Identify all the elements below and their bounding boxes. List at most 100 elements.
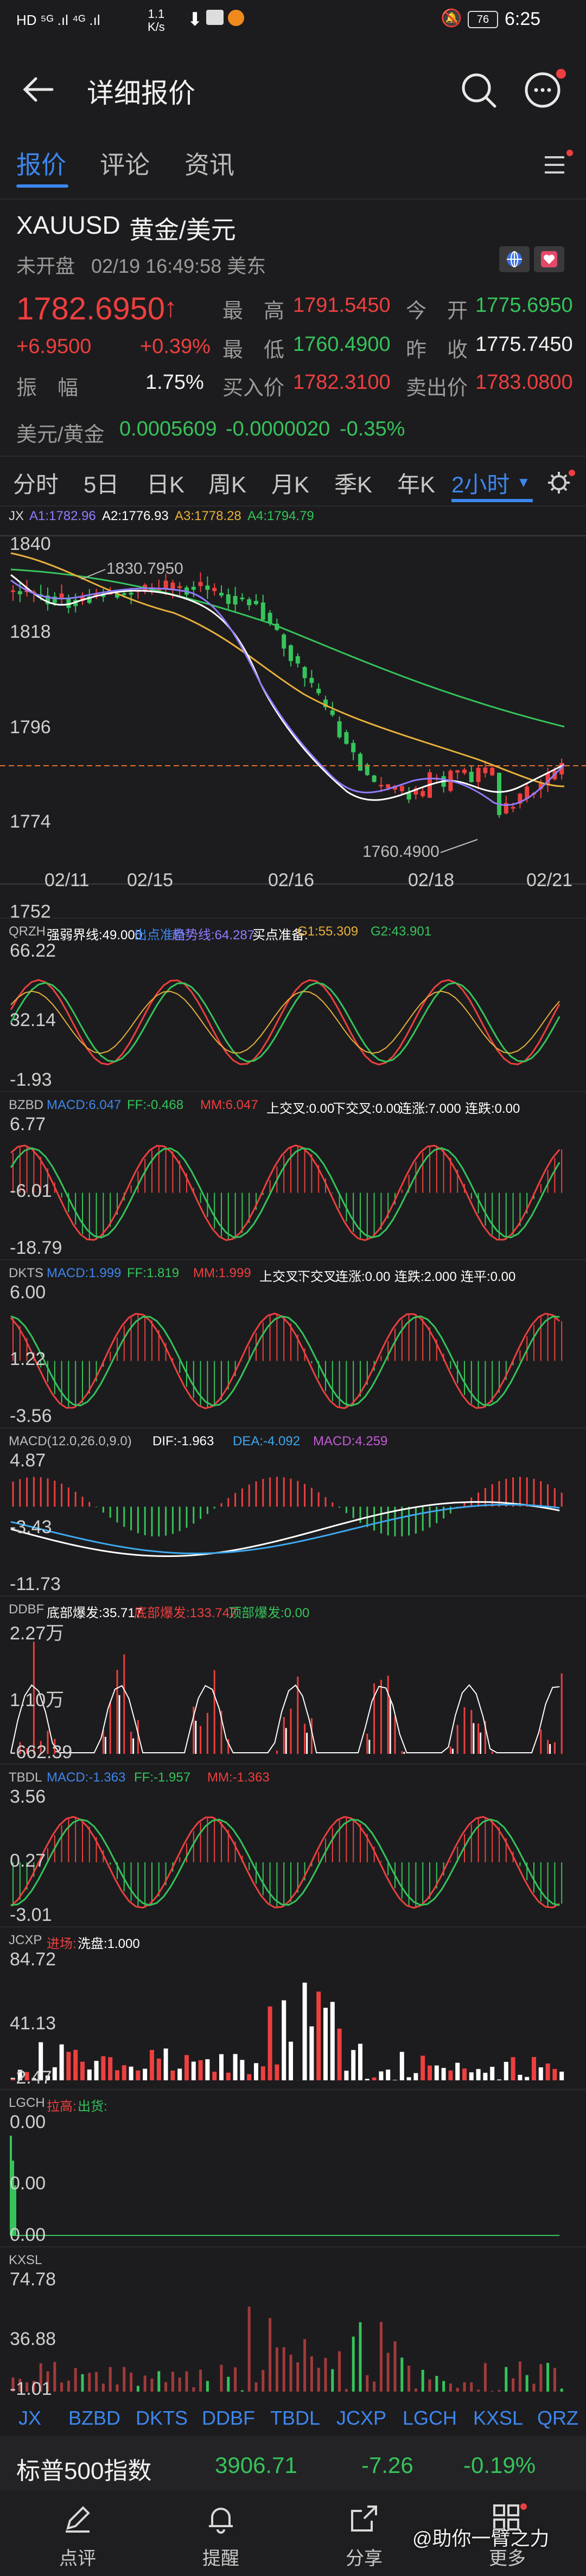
indicator-tab-dkts[interactable]: DKTS bbox=[136, 2407, 188, 2429]
symbol-name: 黄金/美元 bbox=[129, 216, 236, 244]
indicator-line bbox=[10, 990, 560, 1054]
legend-qrzh-5: G1:55.309 bbox=[297, 924, 359, 939]
period-tab-day[interactable]: 日K bbox=[146, 472, 185, 497]
indicator-tab-kxsl[interactable]: KXSL bbox=[473, 2407, 524, 2429]
candle-body bbox=[11, 590, 15, 592]
legend-bzbd-5: 下交叉:0.00 bbox=[333, 1101, 401, 1116]
indicator-tab-bzbd[interactable]: BZBD bbox=[68, 2407, 121, 2429]
candle-body bbox=[94, 594, 99, 596]
indicator-tab-tbdl[interactable]: TBDL bbox=[270, 2407, 321, 2429]
indicator-tab-ddbf[interactable]: DDBF bbox=[202, 2407, 255, 2429]
index-bar[interactable]: 标普500指数 3906.71 -7.26 -0.19% bbox=[0, 2436, 586, 2490]
favorite-button[interactable] bbox=[534, 246, 564, 272]
legend-jcxp-0: JCXP bbox=[9, 1933, 42, 1947]
y-label-kxsl-0: 74.78 bbox=[10, 2269, 56, 2290]
legend-bzbd-1: MACD:6.047 bbox=[47, 1098, 122, 1112]
candle-body bbox=[122, 593, 126, 595]
x-label-3: 02/18 bbox=[408, 870, 455, 890]
candle-body bbox=[559, 762, 564, 774]
price-up-arrow-icon: ↑ bbox=[164, 292, 177, 323]
price-change: +6.9500 bbox=[16, 335, 92, 358]
index-change: -7.26 bbox=[361, 2452, 413, 2478]
y-label-macd-2: -11.73 bbox=[10, 1574, 61, 1594]
nav-share[interactable]: 分享 bbox=[318, 2490, 410, 2576]
signal-badges: HD ⁵ᴳ .ıl ⁴ᴳ .ıl bbox=[16, 12, 100, 28]
candle-body bbox=[282, 635, 286, 649]
legend-qrzh-0: QRZH bbox=[9, 924, 46, 939]
y-label-1: 1818 bbox=[10, 621, 51, 642]
indicator-panel-dkts[interactable]: DKTS MACD:1.999 FF:1.819 MM:1.999 上交叉: 下交叉: 连涨… bbox=[0, 1259, 586, 1428]
legend-ddbf-3: 顶部爆发:0.00 bbox=[228, 1606, 310, 1620]
candle-body bbox=[17, 591, 22, 594]
indicator-panel-jcxp[interactable]: JCXP 进场: 洗盘:1.000 84.72 41.13 -2.47 bbox=[0, 1926, 586, 2090]
tab-news[interactable]: 资讯 bbox=[184, 151, 234, 179]
candle-body bbox=[406, 793, 411, 800]
indicator-svg-jcxp bbox=[11, 1982, 564, 2080]
candle-body bbox=[413, 788, 418, 794]
legend-qrzh-1: 强弱界线:49.000 bbox=[47, 928, 143, 943]
indicator-panel-kxsl[interactable]: KXSL 74.78 36.88 -1.01 bbox=[0, 2246, 586, 2401]
open-value: 1775.6950 bbox=[475, 294, 573, 317]
y-label-2: 1796 bbox=[10, 717, 51, 738]
period-tab-month[interactable]: 月K bbox=[271, 472, 310, 497]
candle-body bbox=[247, 599, 252, 606]
candle-body bbox=[316, 689, 321, 694]
y-label-bzbd-1: -6.01 bbox=[10, 1181, 52, 1201]
cross-change-pct: -0.35% bbox=[340, 418, 405, 440]
app-header: 详细报价 bbox=[0, 47, 586, 133]
max-annotation: 1830.7950 bbox=[106, 560, 183, 578]
period-tab-year[interactable]: 年K bbox=[397, 472, 436, 497]
legend-macd-3: MACD:4.259 bbox=[313, 1434, 388, 1449]
indicator-tab-lgch[interactable]: LGCH bbox=[403, 2407, 457, 2429]
nav-more[interactable]: 更多 bbox=[461, 2490, 553, 2576]
indicator-tab-jcxp[interactable]: JCXP bbox=[336, 2407, 387, 2429]
candlestick-svg[interactable]: 1830.7950 1760.4900 bbox=[0, 531, 586, 889]
legend-ddbf-0: DDBF bbox=[9, 1602, 44, 1617]
period-tab-week[interactable]: 周K bbox=[208, 472, 247, 497]
chat-icon[interactable] bbox=[520, 68, 569, 112]
indicator-panel-qrzh[interactable]: QRZH 强弱界线:49.000 出点准备 趋势线:64.287 买点准备: G1:55.… bbox=[0, 918, 586, 1092]
legend-a4: A4:1794.79 bbox=[247, 509, 314, 523]
search-icon[interactable] bbox=[459, 71, 498, 110]
period-tab-quarter[interactable]: 季K bbox=[334, 472, 373, 497]
indicator-panel-bzbd[interactable]: BZBD MACD:6.047 FF:-0.468 MM:6.047 上交叉:0.00 下… bbox=[0, 1091, 586, 1260]
y-label-macd-1: -3.43 bbox=[10, 1517, 52, 1537]
indicator-panel-macd[interactable]: MACD(12.0,26.0,9.0) DIF:-1.963 DEA:-4.092 M… bbox=[0, 1427, 586, 1597]
candle-body bbox=[219, 593, 224, 596]
candle-body bbox=[240, 598, 245, 599]
dropdown-caret-icon[interactable]: ▼ bbox=[517, 474, 531, 490]
period-tab-intraday[interactable]: 分时 bbox=[13, 472, 59, 497]
candle-body bbox=[59, 593, 64, 598]
low-value: 1760.4900 bbox=[293, 333, 391, 356]
indicator-tab-jx[interactable]: JX bbox=[18, 2407, 42, 2429]
y-label-dkts-0: 6.00 bbox=[10, 1282, 46, 1303]
indicator-line bbox=[10, 1816, 560, 1909]
tab-quote[interactable]: 报价 bbox=[16, 151, 66, 179]
nav-alert[interactable]: 提醒 bbox=[175, 2490, 267, 2576]
globe-button[interactable] bbox=[499, 246, 530, 272]
back-arrow-icon[interactable] bbox=[20, 71, 58, 108]
menu-icon[interactable] bbox=[540, 150, 573, 182]
legend-dkts-1: MACD:1.999 bbox=[47, 1266, 122, 1280]
cross-price: 0.0005609 bbox=[119, 418, 217, 440]
period-tab-2hour[interactable]: 2小时 bbox=[451, 472, 510, 497]
indicator-panel-ddbf[interactable]: DDBF 底部爆发:35.717 底部爆发:133.747 顶部爆发:0.00 2.27… bbox=[0, 1595, 586, 1765]
chart-settings-icon[interactable] bbox=[545, 469, 577, 496]
y-label-0: 1840 bbox=[10, 534, 51, 554]
ma-a2-line bbox=[10, 574, 565, 801]
indicator-panel-lgch[interactable]: LGCH 拉高: 出货: 0.00 0.00 0.00 bbox=[0, 2089, 586, 2247]
index-change-pct: -0.19% bbox=[463, 2452, 536, 2478]
main-chart: JX A1:1782.96 A2:1776.93 A3:1778.28 A4:1… bbox=[0, 504, 586, 922]
ma-a3-line bbox=[10, 552, 565, 787]
indicator-tab-qrz[interactable]: QRZ bbox=[537, 2407, 578, 2429]
legend-lgch-0: LGCH bbox=[9, 2096, 45, 2110]
y-label-lgch-2: 0.00 bbox=[10, 2225, 46, 2245]
y-label-qrzh-0: 66.22 bbox=[10, 940, 56, 961]
indicator-panel-tbdl[interactable]: TBDL MACD:-1.363 FF:-1.957 MM:-1.363 3.56 0.2… bbox=[0, 1764, 586, 1927]
legend-ddbf-1: 底部爆发:35.717 bbox=[47, 1606, 143, 1620]
candle-body bbox=[483, 767, 488, 773]
period-tab-5day[interactable]: 5日 bbox=[84, 472, 119, 497]
tab-comments[interactable]: 评论 bbox=[100, 151, 150, 179]
nav-comment[interactable]: 点评 bbox=[31, 2490, 124, 2576]
indicator-svg-dkts bbox=[10, 1312, 563, 1409]
